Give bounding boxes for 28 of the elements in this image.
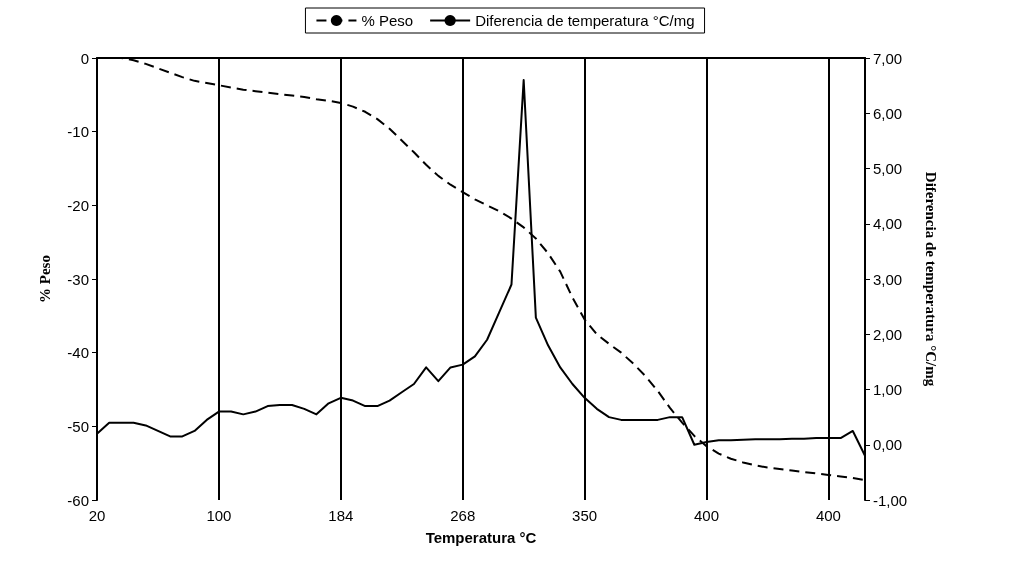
x-tick-label: 20: [88, 507, 106, 524]
y-tick-label: -30: [67, 270, 89, 288]
y2-tick-label: 3,00: [873, 270, 903, 288]
y-tick-label: -20: [67, 196, 89, 214]
y2-tick-label: 1,00: [873, 381, 903, 398]
y2-tick-label: 4,00: [873, 215, 903, 233]
y2-tick-label: -1,00: [873, 491, 908, 509]
x-tick-label: 268: [450, 507, 476, 524]
y-tick-label: -40: [67, 344, 89, 362]
y2-tick-label: 5,00: [873, 160, 903, 177]
y-tick-label: 0: [80, 49, 89, 67]
x-tick-label: 400: [815, 507, 841, 524]
x-tick-label: 100: [206, 507, 232, 524]
y2-tick-label: 0,00: [873, 436, 903, 454]
y-tick-label: -10: [67, 123, 89, 141]
y-tick-label: -50: [67, 417, 89, 435]
y2-tick-label: 6,00: [873, 104, 903, 122]
y-axis-title: % Peso: [36, 255, 53, 303]
y2-tick-label: 7,00: [873, 49, 903, 67]
legend-label: % Peso: [361, 12, 414, 29]
y2-axis-title: Diferencia de temperatura °C/mg: [922, 171, 939, 387]
x-tick-label: 350: [572, 507, 598, 524]
x-axis-title: Temperatura °C: [425, 529, 537, 546]
y2-tick-label: 2,00: [873, 325, 903, 343]
legend-label: Diferencia de temperatura °C/mg: [475, 12, 695, 29]
x-tick-label: 400: [694, 507, 720, 524]
x-tick-label: 184: [328, 507, 354, 524]
y-tick-label: -60: [67, 491, 89, 509]
